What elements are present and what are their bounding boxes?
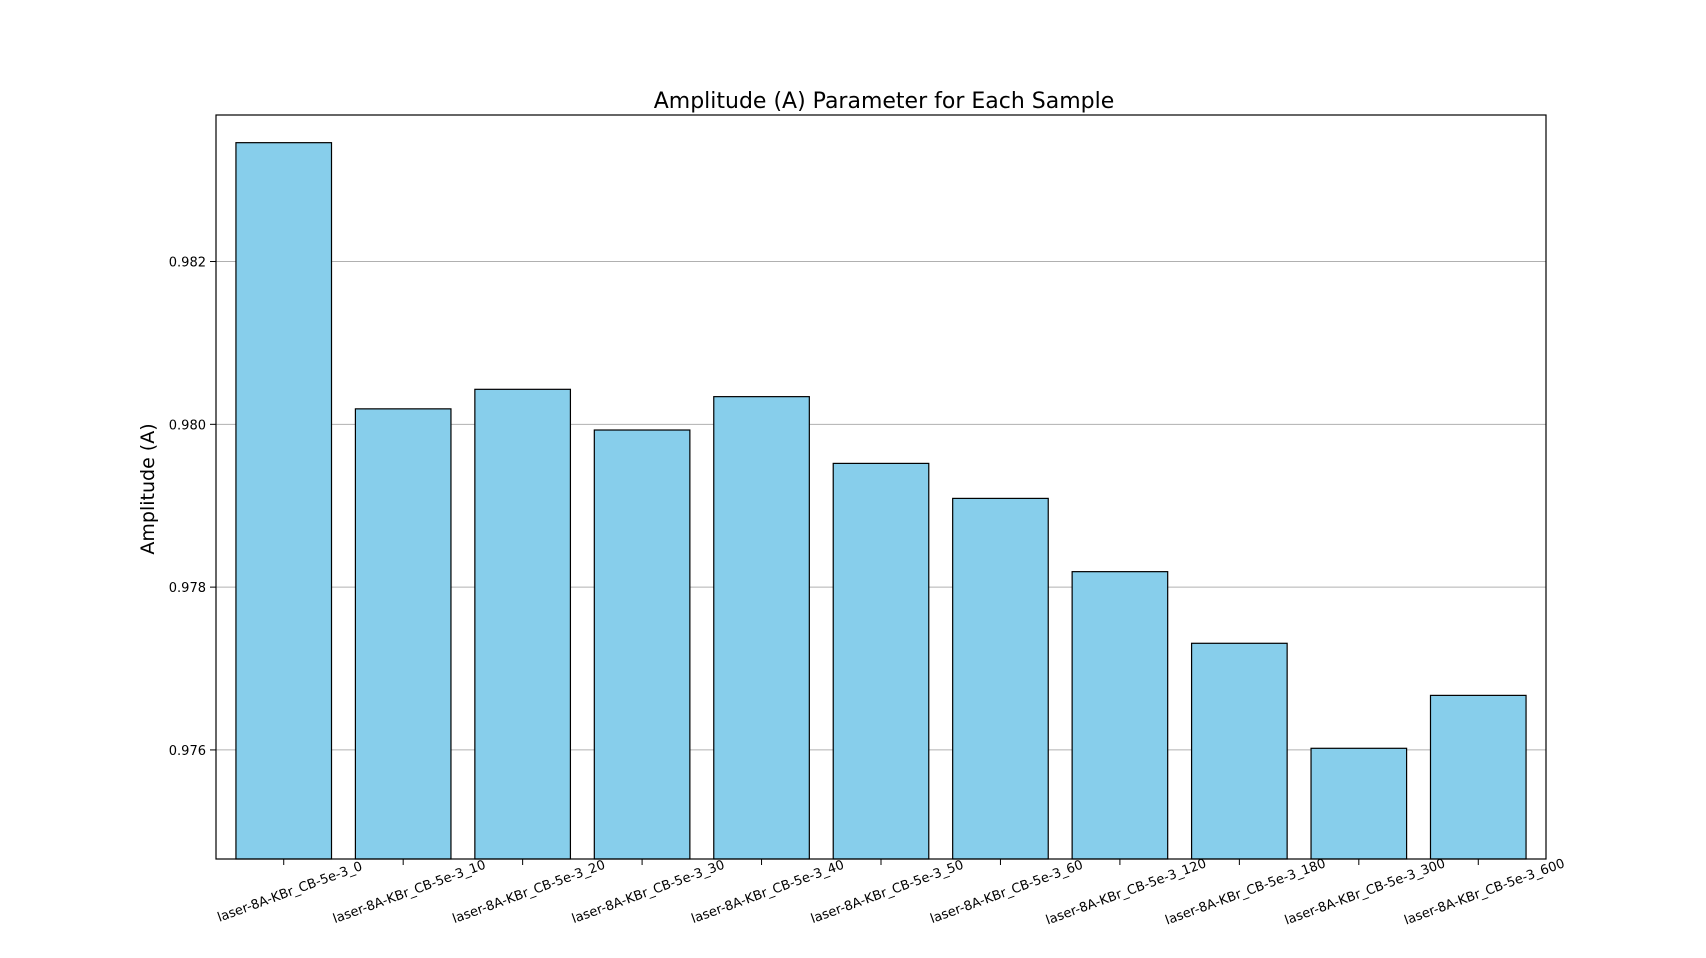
bar [713,396,810,860]
bar [1071,571,1169,860]
x-ticks: laser-8A-KBr_CB-5e-3_0laser-8A-KBr_CB-5e… [216,856,1567,928]
bar [1429,694,1527,860]
chart-title: Amplitude (A) Parameter for Each Sample [654,89,1115,114]
y-tick-label: 0.978 [169,581,206,596]
bar [1190,642,1288,860]
bar [354,408,452,860]
y-axis-label: Amplitude (A) [137,423,159,554]
bar [593,429,691,860]
bar [235,142,333,860]
bar [832,462,930,860]
bars [235,142,1527,860]
bar [1310,747,1408,860]
bar [474,388,572,860]
bar [952,497,1049,860]
y-tick-label: 0.980 [169,418,206,433]
y-ticks: 0.976 0.978 0.980 0.982 [169,256,216,759]
y-tick-label: 0.976 [169,744,206,759]
y-tick-label: 0.982 [169,256,206,271]
